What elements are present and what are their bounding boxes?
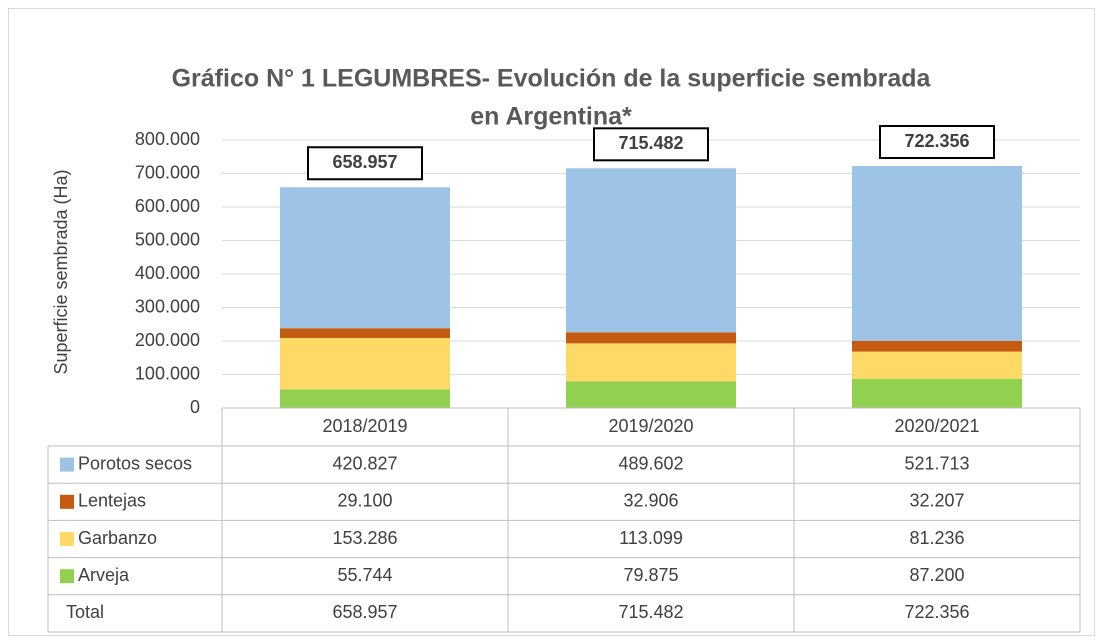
legend-label: Lentejas (78, 491, 146, 511)
table-value: 521.713 (904, 453, 969, 473)
total-label: 658.957 (332, 152, 397, 172)
legend-swatch (60, 494, 74, 509)
y-tick-label: 0 (190, 397, 200, 417)
bar-segment (852, 340, 1022, 352)
table-value: 79.875 (623, 565, 678, 585)
legend-swatch (60, 457, 74, 472)
x-tick-label: 2018/2019 (322, 416, 407, 436)
bar-segment (852, 351, 1022, 379)
total-box (593, 127, 709, 162)
bar-segment (566, 343, 736, 382)
y-axis-label: Superficie sembrada (Ha) (51, 169, 71, 374)
table-value: 55.744 (337, 565, 392, 585)
total-label: 715.482 (618, 133, 683, 153)
bar-segment (566, 332, 736, 344)
legend-swatch (60, 569, 74, 584)
table-value: 29.100 (337, 491, 392, 511)
table-value: 715.482 (618, 602, 683, 622)
y-tick-label: 800.000 (135, 129, 200, 149)
y-tick-label: 700.000 (135, 162, 200, 182)
table-value: 658.957 (332, 602, 397, 622)
y-tick-label: 200.000 (135, 330, 200, 350)
bar-segment (280, 389, 450, 408)
x-tick-label: 2019/2020 (608, 416, 693, 436)
total-box (879, 125, 995, 160)
bar-segment (852, 378, 1022, 408)
legend-swatch (60, 532, 74, 546)
bar-segment (280, 187, 450, 329)
y-tick-label: 600.000 (135, 196, 200, 216)
total-row-label: Total (66, 602, 104, 622)
chart-title: Gráfico N° 1 LEGUMBRES- Evolución de la … (172, 65, 932, 93)
table-value: 153.286 (332, 528, 397, 548)
bar-segment (280, 337, 450, 390)
table-value: 420.827 (332, 453, 397, 473)
bar-segment (280, 328, 450, 338)
total-label: 722.356 (904, 131, 969, 151)
x-tick-label: 2020/2021 (894, 416, 979, 436)
table-value: 722.356 (904, 602, 969, 622)
chart-title: en Argentina* (470, 103, 632, 131)
total-box (307, 146, 423, 181)
bar-segment (566, 168, 736, 333)
table-value: 113.099 (619, 528, 683, 548)
bar-segment (852, 166, 1022, 341)
table-value: 32.207 (909, 491, 964, 511)
y-tick-label: 300.000 (135, 296, 200, 316)
y-tick-label: 400.000 (135, 263, 200, 283)
bar-segment (566, 381, 736, 408)
table-value: 32.906 (623, 491, 678, 511)
y-tick-label: 100.000 (135, 363, 200, 383)
legend-label: Porotos secos (78, 453, 192, 473)
legend-label: Garbanzo (78, 528, 157, 548)
table-value: 81.236 (909, 528, 964, 548)
table-value: 489.602 (618, 453, 683, 473)
y-tick-label: 500.000 (135, 229, 200, 249)
table-value: 87.200 (909, 565, 964, 585)
legend-label: Arveja (78, 565, 130, 585)
